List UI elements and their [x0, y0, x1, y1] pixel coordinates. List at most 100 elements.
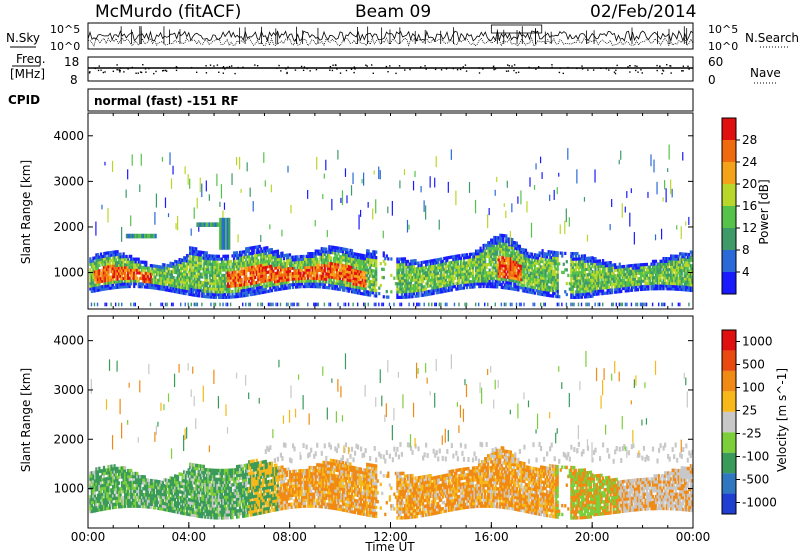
nave-point: [354, 66, 355, 67]
nave-point: [670, 72, 671, 73]
nave-point: [656, 65, 657, 66]
power-cell: [475, 200, 476, 214]
nave-point: [535, 68, 536, 69]
power-cell: [535, 163, 536, 169]
power-cell: [519, 303, 520, 307]
power-cell: [375, 256, 377, 259]
nave-point: [104, 71, 105, 72]
power-cell: [446, 303, 447, 307]
power-cell: [254, 276, 256, 279]
power-cell: [316, 258, 318, 261]
power-cell: [130, 215, 131, 226]
power-cell: [209, 194, 210, 201]
power-cell: [268, 303, 269, 307]
power-cell: [260, 235, 261, 242]
power-cell: [622, 203, 623, 217]
power-cell: [625, 207, 626, 213]
power-cell: [558, 303, 559, 307]
power-cell: [118, 303, 119, 307]
nave-point: [145, 68, 146, 69]
power-cell: [520, 190, 521, 204]
power-cell: [434, 178, 435, 188]
power-cell: [511, 238, 513, 241]
power-cell: [597, 303, 598, 307]
nave-point: [346, 70, 347, 71]
power-cell: [286, 303, 287, 307]
nave-point: [353, 72, 354, 73]
power-cell: [540, 157, 541, 164]
power-cell: [558, 295, 560, 298]
nave-point: [681, 70, 682, 71]
power-cell: [386, 290, 388, 293]
power-cell: [408, 303, 409, 307]
nave-point: [404, 69, 405, 70]
nave-point: [606, 68, 607, 69]
power-cell: [225, 303, 226, 307]
power-cell: [436, 303, 437, 307]
power-cell: [363, 303, 364, 307]
nave-point: [506, 71, 507, 72]
power-cell: [330, 303, 331, 307]
power-cell: [520, 303, 521, 307]
nave-point: [223, 66, 224, 67]
nave-point: [371, 64, 372, 65]
power-cell: [431, 303, 432, 307]
power-cell: [375, 199, 376, 213]
power-cell: [160, 303, 161, 307]
power-cell: [245, 303, 246, 307]
freq-tick-8: 8: [70, 73, 78, 87]
power-cell: [567, 148, 568, 160]
power-cell: [644, 303, 645, 307]
power-cell: [107, 208, 108, 222]
nave-point: [205, 65, 206, 66]
nave-point: [135, 73, 136, 74]
power-cell: [387, 296, 389, 299]
power-cell: [365, 303, 366, 307]
power-cell: [383, 251, 385, 254]
nave-point: [165, 70, 166, 71]
power-cell: [464, 303, 465, 307]
nave-point: [116, 64, 117, 65]
power-cell: [561, 252, 563, 255]
nave-point: [538, 66, 539, 67]
power-cell: [257, 303, 258, 307]
power-cell: [566, 293, 568, 296]
power-cell: [511, 203, 512, 212]
freq-panel: Freq. [MHz] 18 8 60 0 Nave: [10, 52, 781, 87]
freq-label-line2: [MHz]: [10, 67, 45, 81]
power-cell: [345, 303, 346, 307]
nave-point: [463, 66, 464, 67]
power-cell: [139, 184, 140, 192]
nave-point: [286, 72, 287, 73]
power-cell: [219, 303, 220, 307]
power-cell: [531, 223, 532, 238]
nave-point: [479, 72, 480, 73]
power-cell: [647, 192, 648, 198]
nave-point: [528, 67, 529, 68]
power-cell: [541, 249, 543, 252]
power-cell: [557, 251, 559, 254]
power-cell: [620, 151, 621, 160]
power-cell: [185, 303, 186, 307]
power-cell: [594, 303, 595, 307]
nave-point: [116, 69, 117, 70]
power-cell: [529, 177, 530, 186]
power-cell: [210, 303, 211, 307]
power-cell: [611, 303, 612, 307]
power-cell: [620, 303, 621, 307]
power-cell: [165, 198, 166, 208]
power-cell: [348, 303, 349, 307]
power-cell: [563, 263, 565, 266]
power-cell: [197, 303, 198, 307]
nave-point: [629, 71, 630, 72]
power-cell: [611, 199, 612, 207]
power-cell: [549, 195, 550, 201]
power-cell: [526, 252, 528, 255]
nave-point: [254, 64, 255, 65]
power-cell: [599, 303, 600, 307]
power-cell: [413, 181, 414, 190]
noise-right-bottom: 10^0: [708, 40, 738, 53]
nave-point: [303, 70, 304, 71]
power-cell: [351, 249, 353, 252]
nsearch-label: N.Search: [745, 31, 799, 45]
